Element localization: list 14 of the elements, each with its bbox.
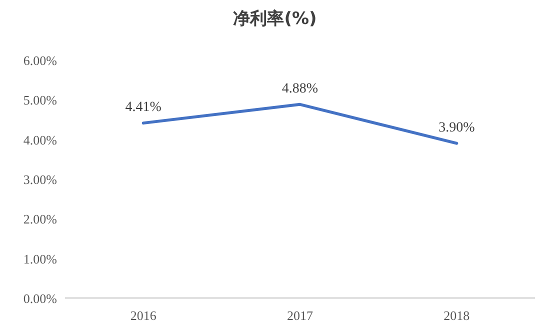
y-tick-label: 4.00% [23,132,58,148]
x-tick-label: 2018 [444,308,470,323]
y-tick-label: 3.00% [23,172,58,187]
data-label: 3.90% [438,120,476,136]
y-tick-label: 2.00% [23,212,58,227]
y-tick-label: 5.00% [23,92,58,108]
y-tick-label: 6.00% [23,53,58,68]
data-label: 4.88% [282,81,318,96]
x-tick-label: 2016 [130,308,157,323]
y-tick-label: 0.00% [23,291,58,306]
x-tick-label: 2017 [287,308,314,323]
data-label: 4.41% [125,100,162,116]
chart-title: 净利率(%) [233,9,317,29]
y-tick-label: 1.00% [23,251,58,266]
